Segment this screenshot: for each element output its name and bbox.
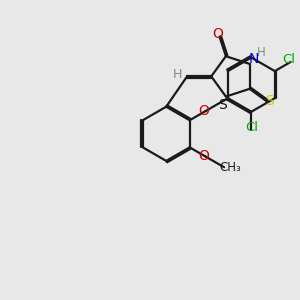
Text: Cl: Cl bbox=[283, 53, 296, 66]
Text: Cl: Cl bbox=[245, 121, 258, 134]
Text: O: O bbox=[213, 27, 224, 41]
Text: N: N bbox=[249, 52, 259, 66]
Text: O: O bbox=[199, 149, 209, 164]
Text: O: O bbox=[199, 104, 209, 118]
Text: H: H bbox=[173, 68, 182, 81]
Text: S: S bbox=[218, 98, 227, 112]
Text: H: H bbox=[257, 46, 266, 59]
Text: S: S bbox=[265, 94, 274, 108]
Text: CH₃: CH₃ bbox=[220, 161, 242, 174]
